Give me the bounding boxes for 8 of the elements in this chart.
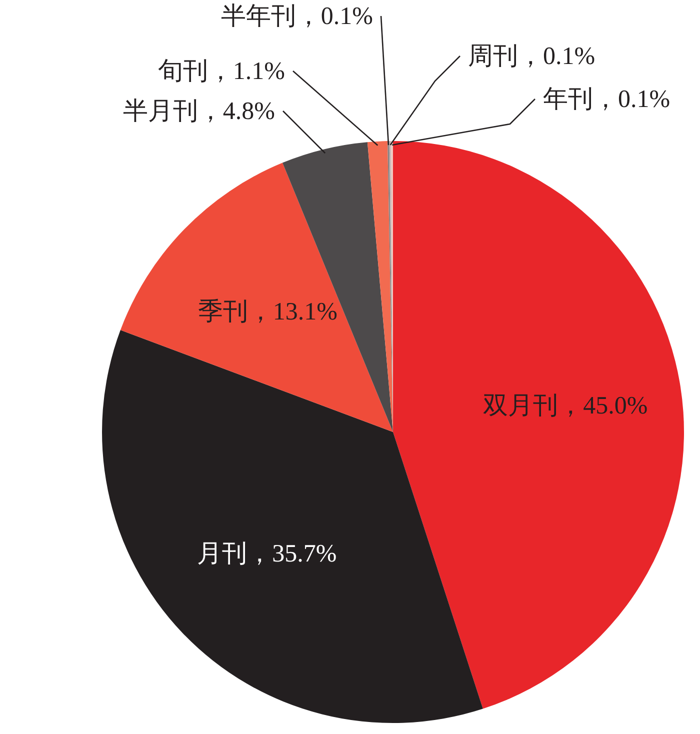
slice-label: 季刊，13.1% — [198, 298, 338, 326]
slice-label: 半年刊，0.1% — [220, 3, 373, 30]
slice-label: 双月刊，45.0% — [483, 392, 648, 420]
slice-label: 旬刊，1.1% — [158, 58, 285, 85]
slice-label: 年刊，0.1% — [543, 86, 670, 113]
slice-label: 月刊，35.7% — [197, 540, 337, 568]
slice-label: 半月刊，4.8% — [122, 98, 275, 125]
slice-label: 周刊，0.1% — [468, 43, 596, 70]
